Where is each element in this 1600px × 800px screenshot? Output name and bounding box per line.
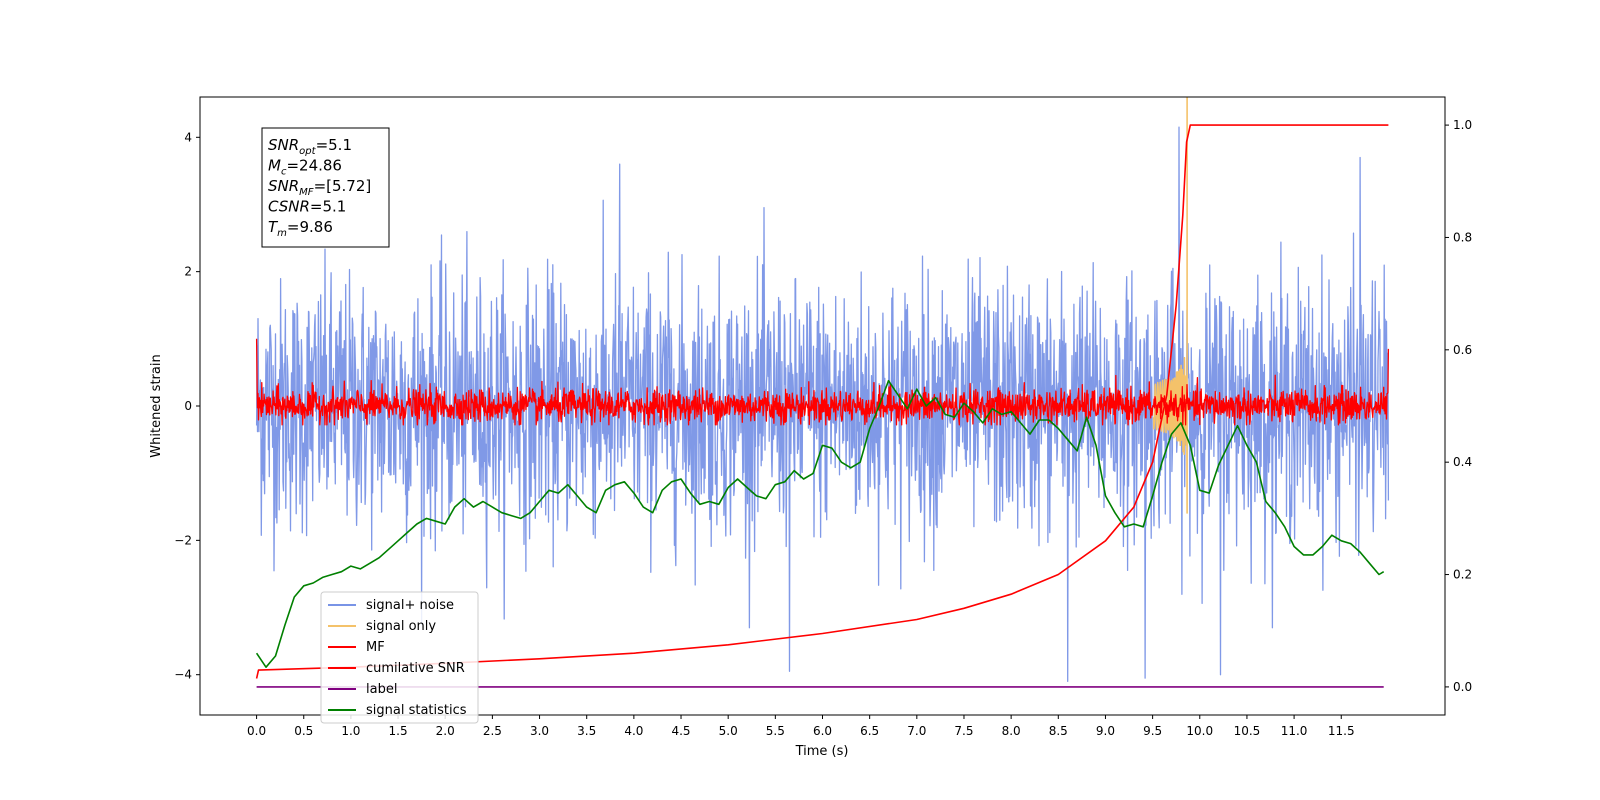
x-tick-label: 6.0 xyxy=(813,724,832,738)
legend: signal+ noise signal only MF cumilative SNR… xyxy=(320,591,479,724)
y-tick-label: −4 xyxy=(174,668,192,682)
y2-tick-label: 0.4 xyxy=(1453,455,1472,469)
y2-tick-label: 0.0 xyxy=(1453,680,1472,694)
x-axis-label: Time (s) xyxy=(795,744,849,759)
legend-label: cumilative SNR xyxy=(366,661,465,676)
x-tick-label: 4.0 xyxy=(624,724,643,738)
legend-label: signal statistics xyxy=(366,703,467,718)
y-axis-right: 0.0 0.2 0.4 0.6 0.8 1.0 xyxy=(1445,118,1472,694)
x-tick-label: 2.5 xyxy=(483,724,502,738)
y-axis-label: Whitened strain xyxy=(149,354,164,457)
y2-tick-label: 0.8 xyxy=(1453,230,1472,244)
series-layer xyxy=(255,97,1390,688)
x-tick-label: 0.5 xyxy=(294,724,313,738)
y2-tick-label: 0.6 xyxy=(1453,343,1472,357)
annotation-line: SNRMF=[5.72] xyxy=(268,177,371,198)
x-tick-label: 9.0 xyxy=(1096,724,1115,738)
x-tick-label: 7.0 xyxy=(907,724,926,738)
x-tick-label: 11.5 xyxy=(1328,724,1355,738)
series-signal-noise xyxy=(255,126,1390,683)
x-axis: 0.0 0.5 1.0 1.5 2.0 2.5 3.0 3.5 4.0 4.5 5.0 5.5 6.0 6… xyxy=(247,715,1355,738)
x-tick-label: 9.5 xyxy=(1143,724,1162,738)
y2-tick-label: 0.2 xyxy=(1453,568,1472,582)
annotation-line: Tm=9.86 xyxy=(268,218,333,239)
legend-frame xyxy=(320,591,479,724)
x-tick-label: 6.5 xyxy=(860,724,879,738)
annotation-line: SNRopt=5.1 xyxy=(268,136,352,157)
x-tick-label: 11.0 xyxy=(1281,724,1308,738)
x-tick-label: 0.0 xyxy=(247,724,266,738)
x-tick-label: 10.0 xyxy=(1186,724,1213,738)
legend-label: signal+ noise xyxy=(366,598,454,613)
y-tick-label: −2 xyxy=(174,533,192,547)
x-tick-label: 10.5 xyxy=(1234,724,1261,738)
y-tick-label: 0 xyxy=(184,399,192,413)
annotation-line: Mc=24.86 xyxy=(268,157,342,178)
y-tick-label: 4 xyxy=(184,130,192,144)
x-tick-label: 1.0 xyxy=(341,724,360,738)
annotation-line: CSNR=5.1 xyxy=(268,198,346,216)
legend-label: MF xyxy=(366,640,385,655)
y-tick-label: 2 xyxy=(184,265,192,279)
x-tick-label: 5.0 xyxy=(719,724,738,738)
x-tick-label: 5.5 xyxy=(766,724,785,738)
x-tick-label: 3.5 xyxy=(577,724,596,738)
series-signal-statistics xyxy=(255,379,1385,668)
x-tick-label: 8.0 xyxy=(1002,724,1021,738)
x-tick-label: 1.5 xyxy=(389,724,408,738)
x-tick-label: 2.0 xyxy=(436,724,455,738)
legend-label: signal only xyxy=(366,619,436,634)
series-mf xyxy=(255,338,1390,426)
x-tick-label: 3.0 xyxy=(530,724,549,738)
annotation-frame xyxy=(261,127,390,248)
y2-tick-label: 1.0 xyxy=(1453,118,1472,132)
x-tick-label: 8.5 xyxy=(1049,724,1068,738)
legend-label: label xyxy=(366,682,397,697)
x-tick-label: 4.5 xyxy=(671,724,690,738)
y-axis-left: −4 −2 0 2 4 xyxy=(174,130,200,682)
x-tick-label: 7.5 xyxy=(954,724,973,738)
